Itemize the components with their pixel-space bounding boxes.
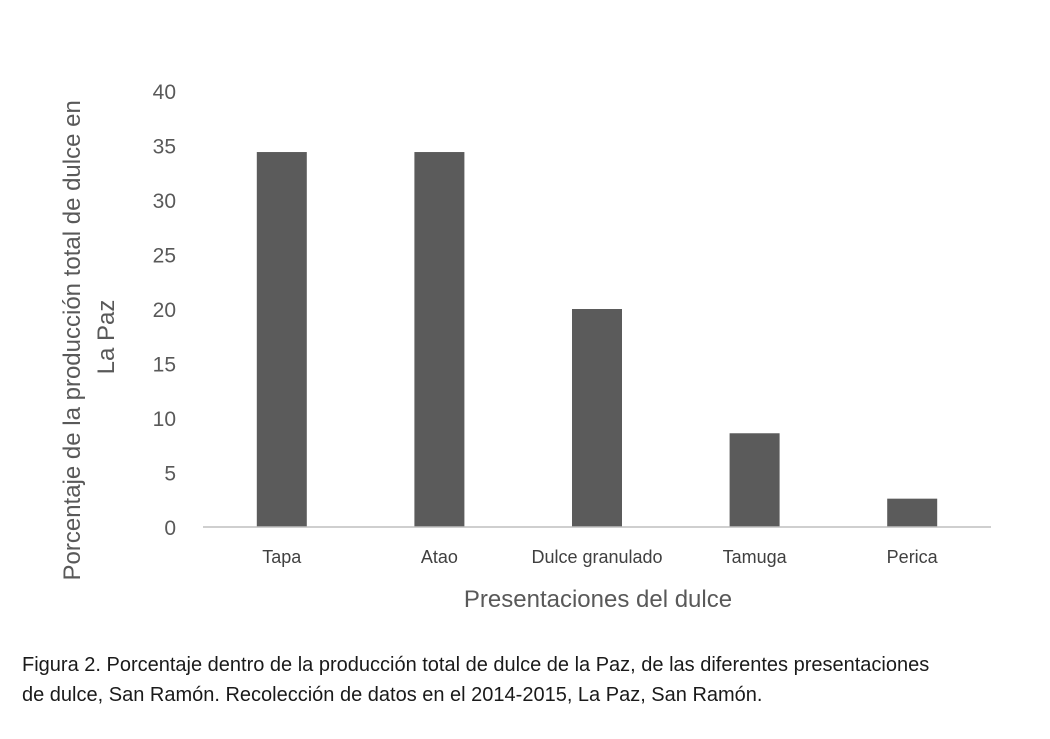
x-axis-title: Presentaciones del dulce xyxy=(464,586,732,613)
x-tick-label: Tamuga xyxy=(723,547,788,567)
y-axis-ticks: 0 5 10 15 20 25 30 35 40 xyxy=(153,81,176,540)
y-tick-label: 0 xyxy=(164,517,176,540)
bar-atao xyxy=(414,152,465,528)
y-tick-label: 10 xyxy=(153,408,176,431)
y-tick-label: 25 xyxy=(153,245,176,268)
y-axis-title-line-1: Porcentaje de la producción total de dul… xyxy=(59,100,86,580)
bar-tamuga xyxy=(729,433,780,527)
bars xyxy=(256,152,938,528)
x-tick-label: Perica xyxy=(887,547,939,567)
y-tick-label: 40 xyxy=(153,81,176,104)
y-tick-label: 35 xyxy=(153,136,176,159)
x-tick-label: Dulce granulado xyxy=(531,547,662,567)
y-tick-label: 30 xyxy=(153,190,176,213)
x-tick-label: Atao xyxy=(421,547,458,567)
figure-caption: Figura 2. Porcentaje dentro de la produc… xyxy=(22,650,1032,710)
y-axis-title: Porcentaje de la producción total de dul… xyxy=(59,94,120,581)
y-tick-label: 20 xyxy=(153,299,176,322)
y-axis-title-line-2: La Paz xyxy=(93,300,120,375)
bar-perica xyxy=(887,498,938,527)
caption-line-1: Figura 2. Porcentaje dentro de la produc… xyxy=(22,654,930,676)
caption-line-2: de dulce, San Ramón. Recolección de dato… xyxy=(22,684,763,706)
y-tick-label: 5 xyxy=(164,463,176,486)
x-axis-labels: Tapa Atao Dulce granulado Tamuga Perica xyxy=(262,547,938,567)
x-tick-label: Tapa xyxy=(262,547,302,567)
bar-chart: 0 5 10 15 20 25 30 35 40 Tapa Atao Dulce granulado… xyxy=(59,81,991,613)
bar-dulce-granulado xyxy=(572,309,622,527)
y-tick-label: 15 xyxy=(153,354,176,377)
bar-tapa xyxy=(256,152,307,528)
